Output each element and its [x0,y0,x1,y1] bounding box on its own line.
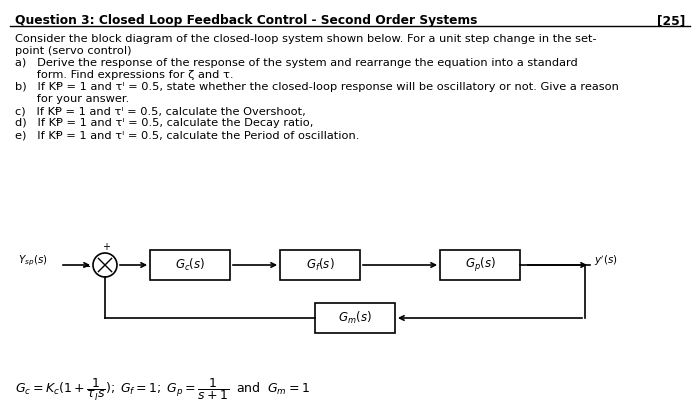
Text: point (servo control): point (servo control) [15,46,132,56]
Text: $G_m(s)$: $G_m(s)$ [338,310,372,326]
Text: $y'(s)$: $y'(s)$ [594,254,618,268]
Text: form. Find expressions for ζ and τ.: form. Find expressions for ζ and τ. [15,70,234,80]
Text: Consider the block diagram of the closed-loop system shown below. For a unit ste: Consider the block diagram of the closed… [15,34,596,44]
Text: c)   If KⱣ = 1 and τᴵ = 0.5, calculate the Overshoot,: c) If KⱣ = 1 and τᴵ = 0.5, calculate the… [15,106,306,116]
Text: Question 3: Closed Loop Feedback Control - Second Order Systems: Question 3: Closed Loop Feedback Control… [15,14,477,27]
Text: [25]: [25] [657,14,685,27]
Text: b)   If KⱣ = 1 and τᴵ = 0.5, state whether the closed-loop response will be osci: b) If KⱣ = 1 and τᴵ = 0.5, state whether… [15,82,619,92]
Text: $G_f(s)$: $G_f(s)$ [306,257,335,273]
Text: a)   Derive the response of the response of the system and rearrange the equatio: a) Derive the response of the response o… [15,58,578,68]
Text: $G_p(s)$: $G_p(s)$ [465,256,496,274]
Text: d)   If KⱣ = 1 and τᴵ = 0.5, calculate the Decay ratio,: d) If KⱣ = 1 and τᴵ = 0.5, calculate the… [15,118,314,128]
Bar [440,250,520,280]
Text: +: + [102,242,110,252]
Text: −: − [82,262,91,272]
Text: for your answer.: for your answer. [15,94,130,104]
Bar [315,303,395,333]
Text: $G_c(s)$: $G_c(s)$ [175,257,205,273]
Text: e)   If KⱣ = 1 and τᴵ = 0.5, calculate the Period of oscillation.: e) If KⱣ = 1 and τᴵ = 0.5, calculate the… [15,130,359,140]
Text: $G_c = K_c(1+\dfrac{1}{\tau_I s})$$;\;$$G_f = 1;\;$$G_p = \dfrac{1}{s+1}$$\;$ an: $G_c = K_c(1+\dfrac{1}{\tau_I s})$$;\;$$… [15,377,310,403]
Bar [150,250,230,280]
Bar [280,250,360,280]
Text: $Y_{sp}(s)$: $Y_{sp}(s)$ [18,254,48,268]
